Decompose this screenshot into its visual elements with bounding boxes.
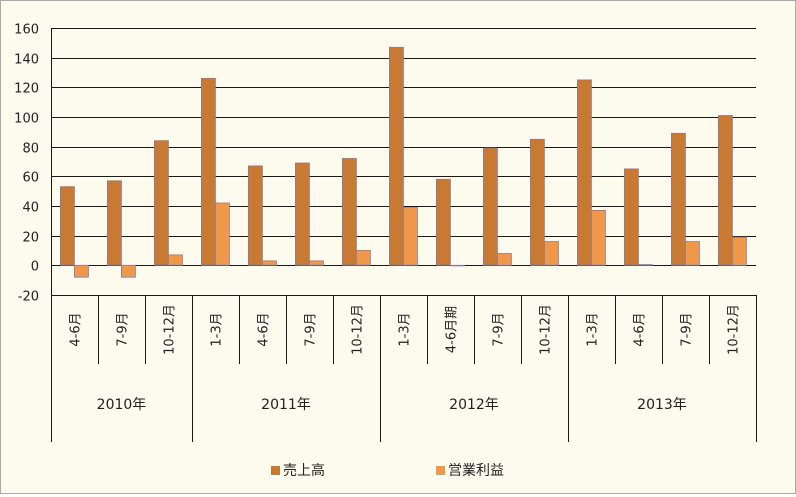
bar-sales bbox=[482, 147, 498, 266]
x-tick-label: 7-9月 bbox=[492, 312, 507, 346]
x-group-label: 2013年 bbox=[637, 397, 687, 413]
x-group-label: 2010年 bbox=[97, 397, 147, 413]
legend-swatch bbox=[271, 466, 280, 475]
y-tick-label: 80 bbox=[22, 142, 39, 157]
bar-sales bbox=[341, 158, 357, 266]
x-axis-labels: 4-6月 7-9月 10-12月 1-3月 4-6月 7-9月 10-12月 1-3月 4-6月… bbox=[51, 295, 757, 442]
bar-operating-profit bbox=[121, 264, 136, 278]
y-tick-label: 140 bbox=[14, 53, 39, 68]
legend-swatch bbox=[436, 466, 445, 475]
bar-sales bbox=[200, 78, 216, 266]
y-tick-label: 160 bbox=[14, 23, 39, 38]
bar-operating-profit bbox=[167, 254, 183, 266]
bar-sales bbox=[671, 132, 686, 266]
bar-operating-profit bbox=[308, 260, 324, 266]
x-tick-label: 10-12月 bbox=[539, 304, 554, 355]
x-tick-label: 1-3月 bbox=[210, 312, 225, 346]
bar-sales bbox=[435, 178, 451, 266]
bars bbox=[60, 46, 747, 278]
legend-label: 営業利益 bbox=[448, 463, 504, 479]
bar-operating-profit bbox=[496, 253, 512, 266]
bar-operating-profit bbox=[685, 241, 700, 266]
bar-operating-profit bbox=[355, 250, 371, 266]
bar-operating-profit bbox=[591, 209, 606, 266]
x-tick-label: 4-6月 bbox=[69, 312, 84, 346]
bar-sales bbox=[247, 165, 263, 266]
x-tick-label: 7-9月 bbox=[304, 312, 319, 346]
y-tick-label: 100 bbox=[14, 112, 39, 127]
y-tick-label: 0 bbox=[31, 260, 39, 275]
bar-sales bbox=[153, 140, 169, 266]
axes: -20 0 20 40 60 80 100 120 140 160 bbox=[14, 23, 52, 442]
bar-operating-profit bbox=[74, 264, 89, 278]
bar-sales bbox=[60, 186, 75, 266]
bar-sales bbox=[718, 115, 733, 266]
legend-label: 売上高 bbox=[283, 462, 325, 479]
legend-item: 営業利益 bbox=[436, 463, 504, 479]
y-tick-label: -20 bbox=[18, 290, 39, 305]
x-tick-label: 4-6月期 bbox=[445, 306, 460, 353]
bar-sales bbox=[388, 46, 404, 266]
x-tick-label: 1-3月 bbox=[586, 312, 601, 346]
legend: 売上高 営業利益 bbox=[271, 462, 504, 479]
y-tick-label: 20 bbox=[22, 231, 39, 246]
bar-operating-profit bbox=[638, 264, 653, 266]
bar-operating-profit bbox=[402, 207, 418, 266]
x-tick-label: 4-6月 bbox=[633, 312, 648, 346]
bar-sales bbox=[624, 168, 639, 266]
bar-operating-profit bbox=[261, 260, 277, 266]
bar-operating-profit bbox=[214, 202, 230, 266]
x-group-label: 2011年 bbox=[261, 397, 311, 413]
y-tick-label: 60 bbox=[22, 171, 39, 186]
bar-sales bbox=[107, 180, 122, 266]
x-tick-label: 4-6月 bbox=[257, 312, 272, 346]
y-tick-label: 40 bbox=[22, 201, 39, 216]
bar-sales bbox=[294, 162, 310, 266]
x-group-label: 2012年 bbox=[449, 397, 499, 413]
bar-operating-profit bbox=[449, 264, 465, 267]
bar-sales bbox=[530, 138, 545, 266]
x-tick-label: 10-12月 bbox=[727, 304, 742, 355]
bar-operating-profit bbox=[544, 241, 559, 266]
x-tick-label: 10-12月 bbox=[163, 304, 178, 355]
x-tick-label: 1-3月 bbox=[398, 312, 413, 346]
y-tick-label: 120 bbox=[14, 82, 39, 97]
legend-item: 売上高 bbox=[271, 462, 325, 479]
bar-operating-profit bbox=[732, 236, 747, 266]
x-tick-label: 7-9月 bbox=[680, 312, 695, 346]
bar-sales bbox=[577, 79, 592, 266]
x-tick-label: 7-9月 bbox=[116, 312, 131, 346]
x-tick-label: 10-12月 bbox=[351, 304, 366, 355]
